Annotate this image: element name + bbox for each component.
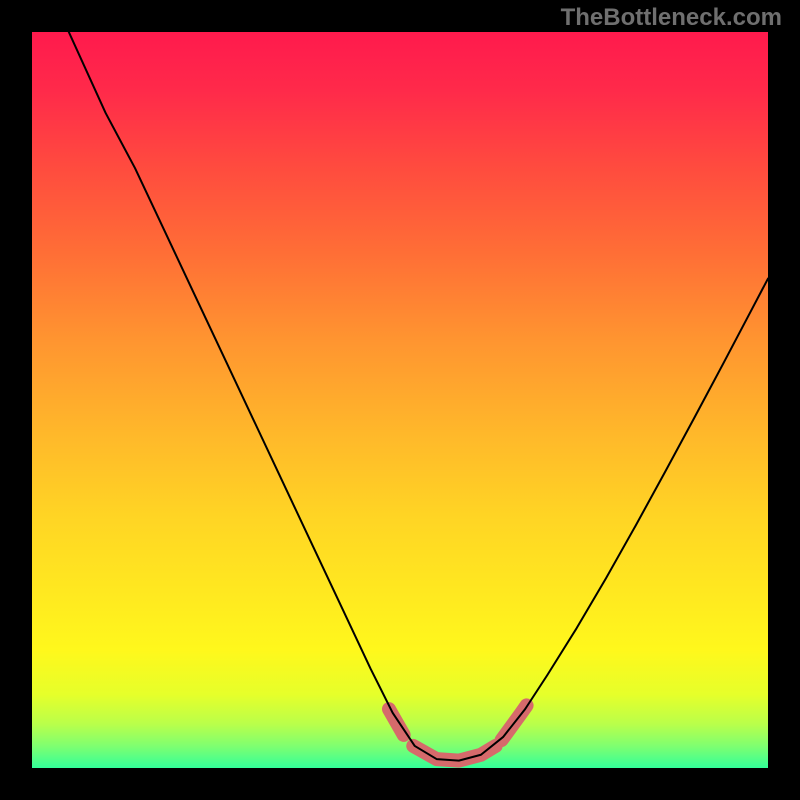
emphasis-segment xyxy=(389,709,404,735)
curve-layer xyxy=(32,32,768,768)
bottleneck-curve xyxy=(69,32,768,761)
plot-area xyxy=(32,32,768,768)
chart-container: TheBottleneck.com xyxy=(0,0,800,800)
watermark-text: TheBottleneck.com xyxy=(561,4,782,32)
